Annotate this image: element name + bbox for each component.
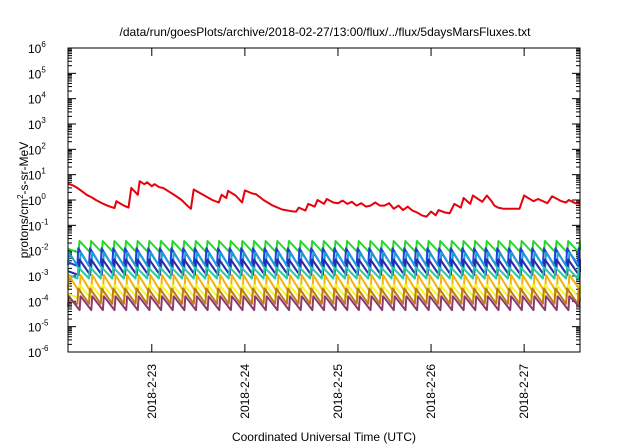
series-line xyxy=(67,295,581,312)
y-tick-base: 10 xyxy=(28,169,42,183)
plot-series xyxy=(67,180,581,312)
series-line xyxy=(67,287,581,305)
chart-title: /data/run/goesPlots/archive/2018-02-27/1… xyxy=(120,25,532,39)
x-tick-label: 2018-2-24 xyxy=(238,364,252,419)
y-tick-label: 10-1 xyxy=(28,217,49,233)
y-axis-label-rest: -s-sr-MeV xyxy=(17,142,31,195)
y-tick-label: 101 xyxy=(28,167,46,183)
y-tick-base: 10 xyxy=(28,118,42,132)
y-tick-label: 10-5 xyxy=(28,319,49,335)
series-line xyxy=(67,180,581,218)
y-axis-ticks: 10-610-510-410-310-210-11001011021031041… xyxy=(28,40,580,360)
y-tick-base: 10 xyxy=(28,67,42,81)
y-tick-exponent: -2 xyxy=(41,243,49,252)
y-tick-base: 10 xyxy=(28,219,42,233)
y-tick-label: 103 xyxy=(28,116,46,132)
y-tick-label: 10-3 xyxy=(28,268,49,284)
y-axis-label-sup: 2 xyxy=(16,194,25,199)
y-tick-base: 10 xyxy=(28,93,42,107)
y-tick-exponent: 4 xyxy=(41,91,46,100)
y-tick-base: 10 xyxy=(28,143,42,157)
series-line xyxy=(67,258,581,276)
y-tick-label: 10-2 xyxy=(28,243,49,259)
y-axis-label-main: protons/cm xyxy=(17,199,31,258)
y-tick-base: 10 xyxy=(28,270,42,284)
y-tick-exponent: -1 xyxy=(41,217,49,226)
y-tick-label: 102 xyxy=(28,141,46,157)
y-tick-exponent: -5 xyxy=(41,319,49,328)
y-tick-label: 100 xyxy=(28,192,46,208)
y-tick-exponent: 6 xyxy=(41,40,46,49)
y-tick-exponent: 5 xyxy=(41,65,46,74)
y-tick-exponent: 2 xyxy=(41,141,46,150)
x-axis-ticks: 2018-2-23 2018-2-24 2018-2-25 2018-2-26 2018… xyxy=(145,48,531,419)
y-tick-base: 10 xyxy=(28,346,42,360)
y-tick-label: 104 xyxy=(28,91,46,107)
series-line xyxy=(67,266,581,280)
series-line xyxy=(67,240,581,254)
y-tick-exponent: 0 xyxy=(41,192,46,201)
x-axis-label: Coordinated Universal Time (UTC) xyxy=(232,430,416,444)
y-tick-label: 10-4 xyxy=(28,293,49,309)
y-tick-base: 10 xyxy=(28,42,42,56)
y-tick-base: 10 xyxy=(28,321,42,335)
x-tick-label: 2018-2-25 xyxy=(331,364,345,419)
y-tick-label: 105 xyxy=(28,65,46,81)
y-axis-label: protons/cm2-s-sr-MeV xyxy=(16,142,31,258)
x-tick-label: 2018-2-23 xyxy=(145,364,159,419)
y-tick-base: 10 xyxy=(28,245,42,259)
y-tick-exponent: -3 xyxy=(41,268,49,277)
x-tick-label: 2018-2-27 xyxy=(517,364,531,419)
y-tick-exponent: -6 xyxy=(41,344,49,353)
plot-frame xyxy=(67,47,581,353)
y-tick-exponent: -4 xyxy=(41,293,49,302)
x-tick-label: 2018-2-26 xyxy=(424,364,438,419)
y-tick-label: 106 xyxy=(28,40,46,56)
y-tick-base: 10 xyxy=(28,194,42,208)
y-tick-exponent: 3 xyxy=(41,116,46,125)
y-tick-base: 10 xyxy=(28,295,42,309)
y-tick-exponent: 1 xyxy=(41,167,46,176)
series-line xyxy=(67,283,581,299)
y-tick-label: 10-6 xyxy=(28,344,49,360)
